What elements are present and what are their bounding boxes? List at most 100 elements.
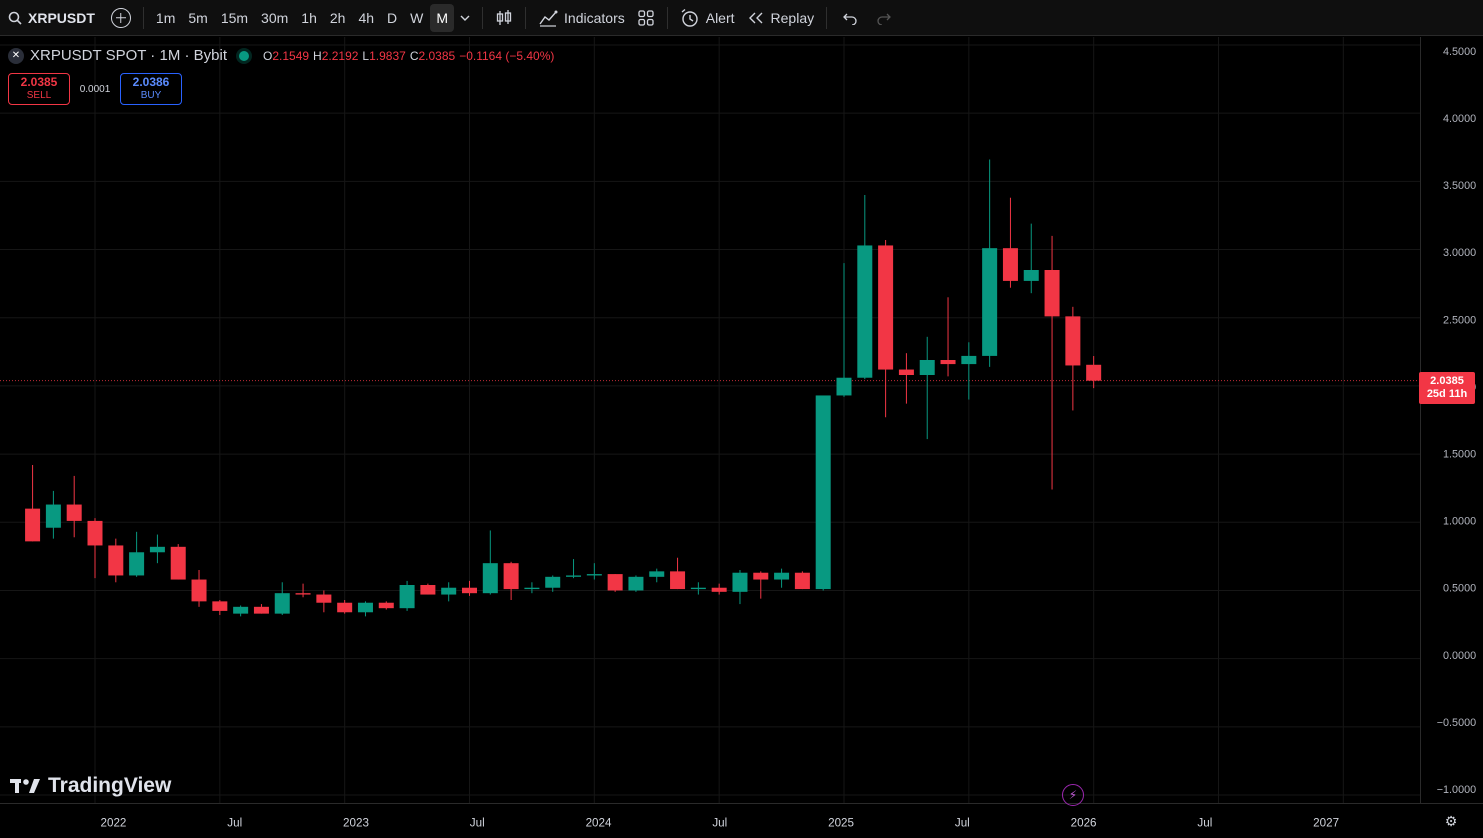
tradingview-logo[interactable]: TradingView <box>10 774 171 798</box>
candle-body <box>129 552 145 576</box>
gear-icon[interactable]: ⚙ <box>1444 812 1458 829</box>
candle-body <box>66 504 82 521</box>
candle <box>191 570 207 607</box>
buy-label: BUY <box>140 90 162 101</box>
top-toolbar: XRPUSDT 1m 5m 15m 30m 1h 2h 4h D W M Indicators A… <box>0 0 1483 36</box>
candle <box>607 574 623 592</box>
candle <box>253 604 269 614</box>
undo-icon <box>843 13 857 25</box>
undo-button[interactable] <box>833 4 867 32</box>
indicators-button[interactable]: Indicators <box>532 4 631 32</box>
candle-body <box>774 572 790 580</box>
close-value: 2.0385 <box>418 48 456 63</box>
interval-1m[interactable]: 1m <box>155 9 176 26</box>
candle-body <box>919 360 935 375</box>
replay-button[interactable]: Replay <box>741 4 821 32</box>
plus-circle-icon <box>110 7 131 28</box>
candle <box>378 601 394 610</box>
open-value: 2.1549 <box>272 48 310 63</box>
candle <box>316 590 332 613</box>
candlestick-chart[interactable] <box>0 37 1420 803</box>
market-open-dot <box>239 50 249 61</box>
bar-countdown: 25d 11h <box>1426 387 1468 400</box>
interval-2h[interactable]: 2h <box>329 9 346 26</box>
layouts-button[interactable] <box>631 4 661 32</box>
candle <box>357 601 373 617</box>
lightning-icon[interactable]: ⚡ <box>1062 784 1084 806</box>
last-price-tag: 2.0385 25d 11h <box>1419 371 1475 404</box>
interval-dropdown[interactable] <box>454 4 476 32</box>
candle-body <box>399 585 415 609</box>
symbol-search[interactable]: XRPUSDT <box>0 0 105 36</box>
candles-icon <box>496 9 512 25</box>
sell-price: 2.0385 <box>20 75 58 89</box>
interval-d[interactable]: D <box>387 9 398 26</box>
price-tick-label: −1.0000 <box>1437 784 1476 796</box>
candle-body <box>898 369 914 375</box>
candle <box>66 475 82 538</box>
candle-body <box>1023 270 1039 281</box>
interval-m[interactable]: M <box>430 3 455 32</box>
candle <box>628 575 644 592</box>
candle-body <box>1086 364 1102 381</box>
time-tick-label: 2024 <box>586 816 612 829</box>
candle <box>878 240 894 418</box>
candle <box>649 568 665 583</box>
change-value: −0.1164 (−5.40%) <box>459 48 555 63</box>
chart-type-button[interactable] <box>489 4 519 32</box>
xrp-logo-icon: ✕ <box>8 47 24 64</box>
candle-body <box>233 606 249 614</box>
candle <box>462 580 477 596</box>
candle <box>1086 356 1102 389</box>
buy-button[interactable]: 2.0386 BUY <box>120 73 182 105</box>
candle-body <box>253 606 269 614</box>
alert-button[interactable]: Alert <box>674 4 741 32</box>
replay-label: Replay <box>770 9 815 26</box>
price-tick-label: 0.0000 <box>1443 650 1476 662</box>
divider <box>482 6 484 29</box>
redo-button[interactable] <box>867 4 901 32</box>
candle-body <box>815 395 831 590</box>
interval-5m[interactable]: 5m <box>188 9 208 26</box>
interval-15m[interactable]: 15m <box>220 9 249 26</box>
candle <box>233 605 249 617</box>
tradingview-mark-icon <box>10 779 40 793</box>
candle <box>982 159 998 367</box>
time-tick-label: 2023 <box>343 816 369 829</box>
candle-body <box>108 545 124 576</box>
brand-name: TradingView <box>48 774 172 797</box>
candle-body <box>566 575 582 577</box>
time-tick-label: Jul <box>227 816 242 829</box>
compare-button[interactable] <box>105 4 137 32</box>
candle-body <box>420 585 436 595</box>
candle <box>1002 197 1018 288</box>
price-tick-label: 2.5000 <box>1443 314 1476 326</box>
interval-w[interactable]: W <box>410 9 424 26</box>
price-tick-label: 1.0000 <box>1443 516 1476 528</box>
candle <box>108 538 124 583</box>
symbol-label: XRPUSDT <box>28 9 95 26</box>
candle <box>482 530 498 595</box>
open-key: O <box>263 48 273 63</box>
interval-1h[interactable]: 1h <box>301 9 317 26</box>
sell-button[interactable]: 2.0385 SELL <box>8 73 70 105</box>
time-axis[interactable]: 2022 Jul 2023 Jul 2024 Jul 2025 Jul 2026 Jul 2027 <box>0 803 1483 838</box>
candle <box>1065 306 1081 411</box>
candle <box>1023 223 1039 294</box>
legend-title[interactable]: XRPUSDT SPOT · 1M · Bybit <box>30 47 227 64</box>
candle <box>836 263 852 397</box>
high-key: H <box>313 48 322 63</box>
interval-30m[interactable]: 30m <box>261 9 289 26</box>
price-axis[interactable]: 4.50004.00003.50003.00002.50002.00001.50… <box>1420 37 1483 803</box>
candle <box>586 563 602 580</box>
candle-body <box>586 574 602 576</box>
chevron-down-icon <box>460 15 470 21</box>
candle-body <box>170 546 186 580</box>
candle-body <box>836 377 852 396</box>
divider <box>666 6 668 29</box>
interval-4h[interactable]: 4h <box>358 9 375 26</box>
candle-body <box>503 563 519 590</box>
candle <box>794 571 810 590</box>
candle <box>940 297 956 377</box>
candle <box>815 395 831 591</box>
